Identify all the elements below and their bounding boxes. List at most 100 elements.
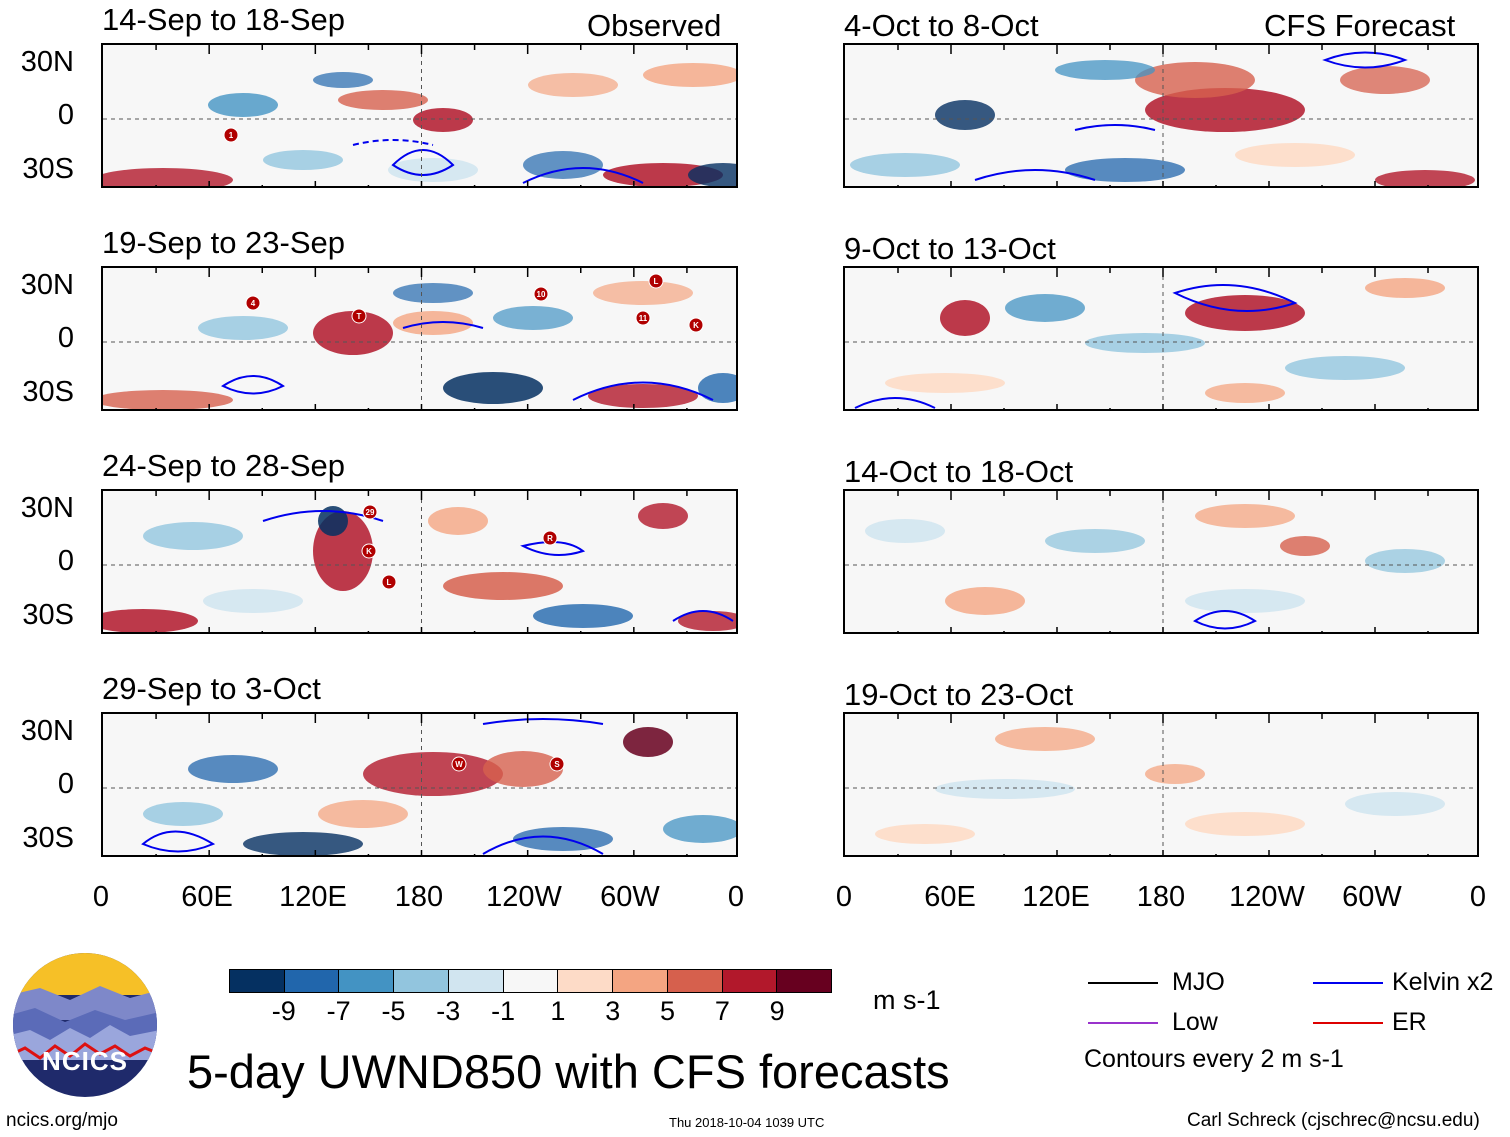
storm-marker-label: 10 xyxy=(537,290,546,299)
colorbar-tick-label: -5 xyxy=(381,996,406,1026)
lat-label: 0 xyxy=(57,322,74,354)
colorbar-tick-label: 5 xyxy=(660,996,676,1026)
lon-label: 180 xyxy=(1136,881,1186,913)
lat-label: 0 xyxy=(57,545,74,577)
lon-label: 60E xyxy=(181,881,233,913)
storm-marker: 4 xyxy=(245,295,261,311)
footer-timestamp: Thu 2018-10-04 1039 UTC xyxy=(669,1115,825,1130)
colorbar xyxy=(229,969,832,993)
footer-credit: Carl Schreck (cjschrec@ncsu.edu) xyxy=(1187,1110,1480,1131)
legend-line-low xyxy=(1088,1022,1158,1024)
lat-label: 0 xyxy=(57,99,74,131)
legend-line-er xyxy=(1313,1022,1383,1024)
colorbar-tick-label: -9 xyxy=(271,996,296,1026)
map-panel-forecast-4 xyxy=(843,712,1479,857)
colorbar-swatch xyxy=(502,970,558,992)
legend-label-mjo: MJO xyxy=(1172,968,1225,996)
map-field xyxy=(845,268,1477,409)
colorbar-swatch xyxy=(338,970,394,992)
storm-marker-icon xyxy=(542,530,558,546)
storm-marker-icon xyxy=(362,504,378,520)
storm-marker-label: S xyxy=(554,760,560,769)
colorbar-swatch xyxy=(666,970,722,992)
map-panel-forecast-3 xyxy=(843,489,1479,634)
legend-label-kelvin: Kelvin x2 xyxy=(1392,968,1494,996)
map-panel-forecast-2 xyxy=(843,266,1479,411)
storm-marker: W xyxy=(451,756,467,772)
lat-label: 30N xyxy=(20,715,74,747)
storm-marker: S xyxy=(549,756,565,772)
map-field: 4 T 10 L 11 K xyxy=(103,268,736,409)
storm-marker: K xyxy=(361,543,377,559)
colorbar-swatch xyxy=(721,970,777,992)
storm-marker: 10 xyxy=(533,286,549,302)
colorbar-swatch xyxy=(230,970,284,992)
storm-marker: T xyxy=(351,308,367,324)
lon-label: 0 xyxy=(92,881,110,913)
colorbar-units: m s-1 xyxy=(873,985,941,1015)
storm-marker-icon xyxy=(451,756,467,772)
lon-label: 120E xyxy=(1022,881,1090,913)
storm-marker-icon xyxy=(381,574,397,590)
storm-marker-icon xyxy=(361,543,377,559)
storm-marker: L xyxy=(381,574,397,590)
map-panel-observed-3: 29 K R L xyxy=(101,489,738,634)
storm-marker-label: K xyxy=(693,321,699,330)
map-field: 1 xyxy=(103,45,736,186)
lon-label: 120W xyxy=(1229,881,1305,913)
map-panel-forecast-1 xyxy=(843,43,1479,188)
lat-label: 30N xyxy=(20,269,74,301)
lon-label: 120E xyxy=(279,881,347,913)
lat-label: 30S xyxy=(22,822,74,854)
lon-label: 0 xyxy=(835,881,853,913)
panel-tag-cfs-forecast: CFS Forecast xyxy=(1264,8,1456,43)
map-field xyxy=(845,45,1477,186)
storm-marker: L xyxy=(648,273,664,289)
colorbar-swatch xyxy=(283,970,339,992)
panel-title-right-4: 19-Oct to 23-Oct xyxy=(844,677,1074,712)
panel-title-left-3: 24-Sep to 28-Sep xyxy=(102,448,346,483)
panel-title-right-3: 14-Oct to 18-Oct xyxy=(844,454,1074,489)
colorbar-tick-label: -7 xyxy=(326,996,351,1026)
storm-marker-label: T xyxy=(357,312,362,321)
panel-title-right-1: 4-Oct to 8-Oct xyxy=(844,8,1039,43)
lat-label: 30N xyxy=(20,492,74,524)
legend-label-low: Low xyxy=(1172,1008,1218,1036)
storm-marker-icon xyxy=(635,310,651,326)
storm-marker: K xyxy=(688,317,704,333)
colorbar-tick-label: 3 xyxy=(605,996,621,1026)
lon-label: 60E xyxy=(924,881,976,913)
logo-text: NCICS xyxy=(42,1046,128,1076)
storm-marker-label: 29 xyxy=(366,508,375,517)
footer-url: ncics.org/mjo xyxy=(6,1110,118,1131)
lat-label: 0 xyxy=(57,768,74,800)
storm-marker: 29 xyxy=(362,504,378,520)
lon-label: 60W xyxy=(1342,881,1402,913)
lon-label: 0 xyxy=(1469,881,1487,913)
map-field xyxy=(845,714,1477,855)
ncics-logo: NCICS xyxy=(10,950,160,1100)
lon-label: 180 xyxy=(394,881,444,913)
lon-label: 60W xyxy=(600,881,660,913)
colorbar-tick-label: 7 xyxy=(714,996,730,1026)
panel-title-left-1: 14-Sep to 18-Sep xyxy=(102,2,346,37)
storm-marker-icon xyxy=(549,756,565,772)
storm-marker-label: K xyxy=(366,547,372,556)
legend-label-er: ER xyxy=(1392,1008,1427,1036)
storm-marker-label: R xyxy=(547,534,553,543)
storm-marker-label: L xyxy=(387,578,392,587)
storm-marker-label: 4 xyxy=(251,299,256,308)
storm-marker-icon xyxy=(648,273,664,289)
panel-tag-observed: Observed xyxy=(587,8,722,43)
storm-marker: 11 xyxy=(635,310,651,326)
lat-label: 30S xyxy=(22,376,74,408)
colorbar-swatch xyxy=(557,970,613,992)
panel-title-left-4: 29-Sep to 3-Oct xyxy=(102,671,321,706)
colorbar-swatch xyxy=(447,970,503,992)
lat-label: 30N xyxy=(20,46,74,78)
storm-marker-icon xyxy=(223,127,239,143)
colorbar-swatch xyxy=(612,970,667,992)
legend-contour-note: Contours every 2 m s-1 xyxy=(1084,1045,1344,1073)
